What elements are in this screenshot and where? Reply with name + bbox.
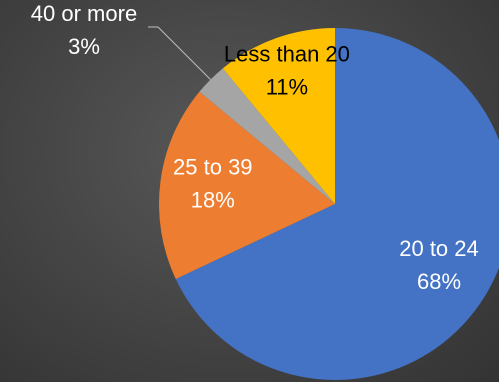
data-label-less-than-20: Less than 20 11% (224, 42, 350, 100)
data-label-40-or-more: 40 or more 3% (31, 1, 137, 59)
data-label-value: 3% (68, 34, 100, 59)
data-label-category: 20 to 24 (399, 236, 479, 261)
pie-slices (158, 27, 499, 380)
data-label-category: 40 or more (31, 1, 137, 26)
data-label-value: 18% (191, 188, 235, 213)
pie-slice-20-to-24 (175, 28, 499, 380)
pie-slice-40-or-more (199, 68, 335, 204)
pie-slice-25-to-39 (158, 91, 335, 279)
leader-lines (148, 26, 211, 80)
data-label-category: 25 to 39 (173, 155, 253, 180)
data-label-20-to-24: 20 to 24 68% (399, 236, 479, 294)
pie-slice-less-than-20 (222, 27, 335, 204)
data-label-value: 11% (266, 75, 308, 100)
data-label-category: Less than 20 (224, 42, 350, 67)
leader-line-40-or-more (148, 26, 211, 80)
data-labels: 20 to 24 68% 25 to 39 18% 40 or more 3% Less t… (31, 1, 479, 294)
data-label-25-to-39: 25 to 39 18% (173, 155, 253, 213)
data-label-value: 68% (417, 269, 461, 294)
